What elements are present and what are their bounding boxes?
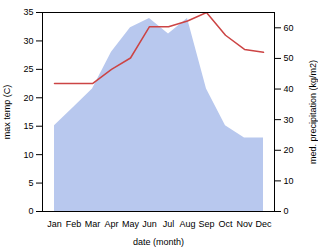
- svg-text:Jun: Jun: [142, 219, 157, 229]
- svg-text:0: 0: [284, 206, 289, 216]
- svg-text:Sep: Sep: [198, 219, 214, 229]
- svg-text:5: 5: [28, 178, 33, 188]
- svg-text:Jul: Jul: [163, 219, 175, 229]
- svg-text:max temp (C): max temp (C): [2, 85, 12, 140]
- svg-text:Apr: Apr: [104, 219, 118, 229]
- svg-text:10: 10: [284, 176, 294, 186]
- svg-text:Nov: Nov: [236, 219, 253, 229]
- svg-text:Jan: Jan: [47, 219, 62, 229]
- svg-text:Oct: Oct: [218, 219, 233, 229]
- svg-text:60: 60: [284, 23, 294, 33]
- svg-text:Aug: Aug: [179, 219, 195, 229]
- svg-text:med. precipitation (kg/m2): med. precipitation (kg/m2): [308, 60, 318, 164]
- svg-text:Feb: Feb: [66, 219, 82, 229]
- svg-text:10: 10: [23, 150, 33, 160]
- svg-text:30: 30: [23, 36, 33, 46]
- svg-text:20: 20: [23, 93, 33, 103]
- svg-text:30: 30: [284, 115, 294, 125]
- svg-text:35: 35: [23, 7, 33, 17]
- svg-text:date (month): date (month): [133, 237, 184, 247]
- svg-text:40: 40: [284, 84, 294, 94]
- svg-text:0: 0: [28, 206, 33, 216]
- svg-text:20: 20: [284, 145, 294, 155]
- svg-text:Mar: Mar: [85, 219, 101, 229]
- svg-text:50: 50: [284, 53, 294, 63]
- svg-text:25: 25: [23, 64, 33, 74]
- svg-text:May: May: [122, 219, 140, 229]
- svg-text:15: 15: [23, 121, 33, 131]
- svg-text:Dec: Dec: [255, 219, 272, 229]
